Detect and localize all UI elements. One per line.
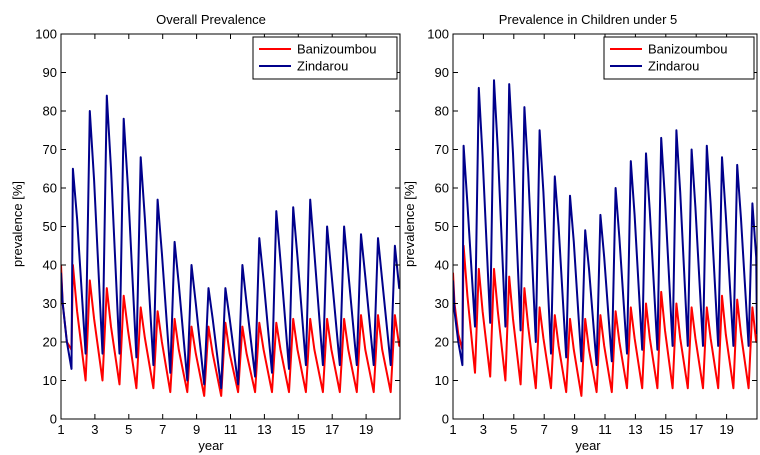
series-line-banizoumbou [61,264,400,397]
x-tick-label: 13 [257,422,271,437]
x-tick-label: 9 [571,422,578,437]
x-tick-label: 7 [159,422,166,437]
y-tick-label: 30 [43,296,57,311]
y-tick-label: 30 [435,296,449,311]
y-tick-label: 80 [435,104,449,119]
legend-box [603,36,755,80]
y-tick-label: 10 [435,373,449,388]
x-tick-label: 19 [719,422,733,437]
x-tick-label: 1 [449,422,456,437]
x-axis-label: year [575,438,601,453]
y-tick-label: 60 [43,181,57,196]
y-tick-label: 50 [435,219,449,234]
y-tick-label: 90 [43,65,57,80]
series-line-zindarou [453,79,757,367]
y-tick-label: 60 [435,181,449,196]
y-tick-label: 0 [442,412,449,427]
x-tick-label: 15 [291,422,305,437]
legend-label-banizoumbou: Banizoumbou [648,42,728,57]
y-tick-label: 50 [43,219,57,234]
legend-label-zindarou: Zindarou [648,59,699,74]
chart-title: Prevalence in Children under 5 [499,12,678,27]
legend-label-zindarou: Zindarou [297,59,348,74]
x-tick-label: 9 [193,422,200,437]
x-tick-label: 3 [91,422,98,437]
x-tick-label: 17 [325,422,339,437]
y-tick-label: 80 [43,104,57,119]
y-tick-label: 0 [50,412,57,427]
y-tick-label: 40 [43,258,57,273]
x-tick-label: 1 [57,422,64,437]
series-line-zindarou [61,94,400,390]
x-tick-label: 3 [480,422,487,437]
series-line-banizoumbou [453,244,757,397]
y-tick-label: 20 [43,335,57,350]
y-axis-label: prevalence [%] [402,181,417,267]
legend: Banizoumbou Zindarou [252,36,398,80]
x-tick-label: 19 [359,422,373,437]
x-tick-label: 5 [125,422,132,437]
y-tick-label: 40 [435,258,449,273]
x-tick-label: 13 [628,422,642,437]
x-tick-label: 17 [689,422,703,437]
y-tick-label: 100 [35,27,57,42]
legend-label-banizoumbou: Banizoumbou [297,42,377,57]
y-tick-label: 10 [43,373,57,388]
x-tick-label: 15 [659,422,673,437]
y-tick-label: 20 [435,335,449,350]
x-tick-label: 11 [224,422,238,437]
x-tick-label: 11 [598,422,612,437]
chart-overall-prevalence: Overall Prevalence year prevalence [%] 0… [10,12,401,453]
x-axis-label: year [198,438,224,453]
x-tick-label: 7 [541,422,548,437]
legend-box [252,36,398,80]
x-tick-label: 5 [510,422,517,437]
chart-title: Overall Prevalence [156,12,266,27]
y-axis-label: prevalence [%] [10,181,25,267]
y-tick-label: 70 [43,142,57,157]
legend: Banizoumbou Zindarou [603,36,755,80]
chart-children-under-5: Prevalence in Children under 5 year prev… [402,12,758,453]
y-tick-label: 90 [435,65,449,80]
y-tick-label: 100 [427,27,449,42]
y-tick-label: 70 [435,142,449,157]
